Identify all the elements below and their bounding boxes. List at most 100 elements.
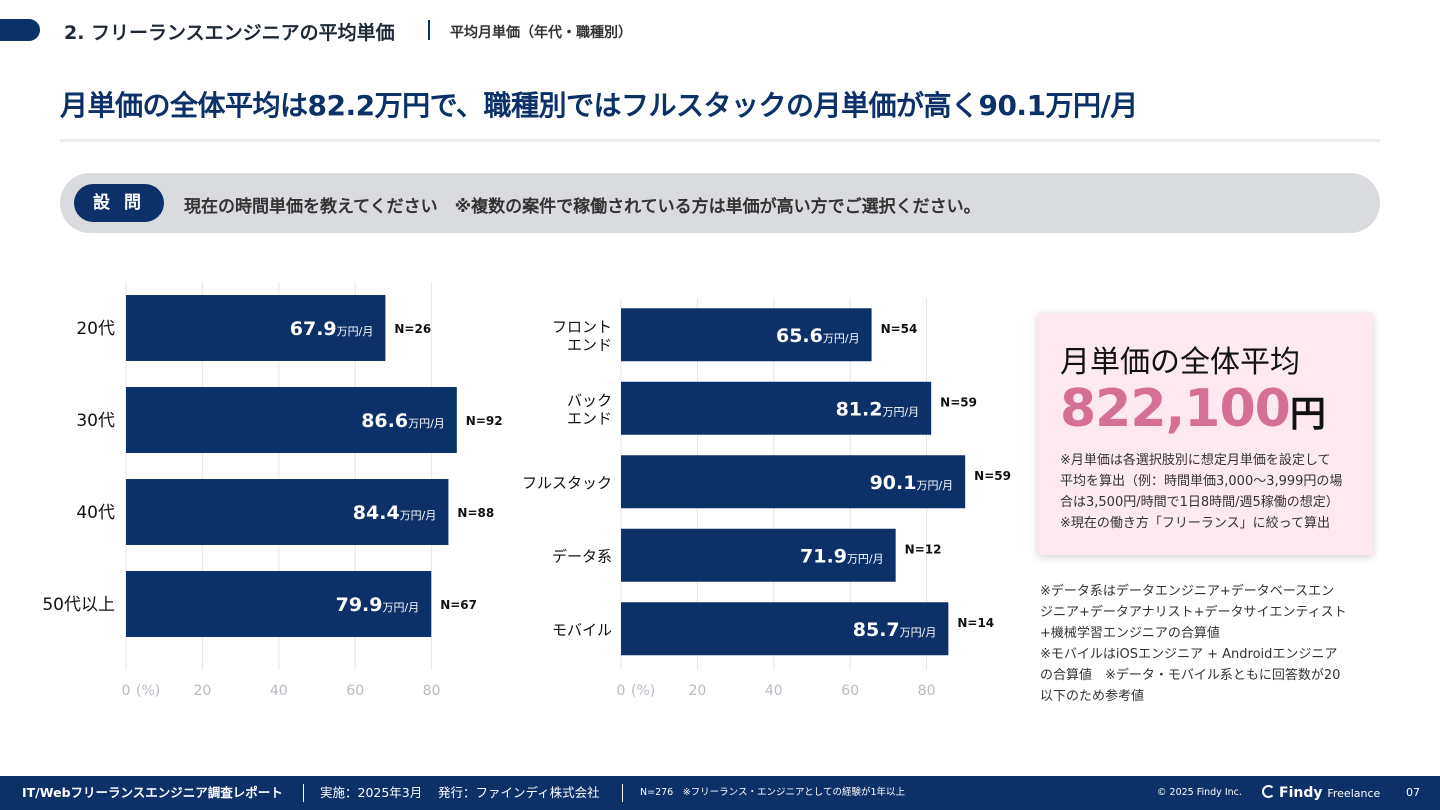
bar	[621, 455, 966, 509]
findy-logo-icon	[1262, 785, 1275, 798]
page-headline: 月単価の全体平均は82.2万円で、職種別ではフルスタックの月単価が高く90.1万…	[60, 89, 1138, 122]
bar-value-number: 84.4	[353, 502, 400, 524]
x-tick-label: 40	[765, 683, 783, 699]
category-label: フルスタック	[522, 474, 612, 492]
x-tick-label: 60	[841, 683, 859, 699]
footer-divider	[303, 784, 304, 802]
sample-size-label: N=59	[974, 469, 1011, 483]
bar-value-unit: 万円/月	[337, 325, 374, 338]
question-label: 設 問	[74, 184, 164, 222]
sample-size-label: N=14	[957, 616, 994, 630]
bar-value-label: 90.1万円/月	[870, 472, 954, 494]
average-card: 月単価の全体平均 822,100円 ※月単価は各選択肢別に想定月単価を設定して …	[1038, 313, 1373, 555]
bar	[126, 571, 432, 637]
average-card-title: 月単価の全体平均	[1060, 345, 1300, 380]
question-bar: 設 問 現在の時間単価を教えてください ※複数の案件で稼働されている方は単価が高…	[60, 173, 1380, 233]
logo-text: Findy	[1279, 785, 1323, 801]
side-note-line: 以下のため参考値	[1040, 689, 1145, 704]
average-note-line: 合は3,500円/時間で1日8時間/週5稼働の想定）	[1060, 495, 1339, 510]
x-tick-label: 0	[122, 683, 131, 699]
bar-value-number: 81.2	[836, 398, 883, 420]
footer: IT/Webフリーランスエンジニア調査レポート 実施：2025年3月 発行：ファ…	[0, 776, 1440, 810]
footer-publisher: 発行：ファインディ株式会社	[438, 785, 600, 800]
bar-value-unit: 万円/月	[823, 332, 860, 345]
section-subtitle: 平均月単価（年代・職種別）	[450, 25, 632, 41]
x-tick-label: 60	[346, 683, 364, 699]
role-bar-chart: 0 (%) 20 40 60 8065.6万円/月N=54フロントエンド81.2万円/月N…	[522, 298, 1011, 699]
side-note-line: ジニア+データアナリスト+データサイエンティスト	[1040, 605, 1347, 620]
bar-value-unit: 万円/月	[900, 626, 937, 639]
bar	[621, 528, 896, 582]
bar-value-unit: 万円/月	[408, 417, 445, 430]
x-tick-label: 20	[193, 683, 211, 699]
average-note-line: 平均を算出（例：時間単価3,000〜3,999円の場	[1060, 474, 1343, 489]
sample-size-label: N=88	[457, 506, 494, 520]
footer-date: 実施：2025年3月	[320, 785, 423, 800]
bar-value-label: 81.2万円/月	[836, 398, 920, 420]
x-unit-label: (%)	[136, 683, 160, 699]
bar-value-number: 67.9	[290, 318, 337, 340]
category-label: エンド	[567, 336, 612, 354]
x-tick-label: 0	[617, 683, 626, 699]
side-note-line: ※データ系はデータエンジニア+データベースエン	[1040, 584, 1335, 599]
sample-size-label: N=59	[940, 395, 977, 409]
bar-value-unit: 万円/月	[400, 509, 437, 522]
headline-divider	[60, 139, 1380, 142]
bar-value-number: 79.9	[336, 594, 383, 616]
bar	[126, 387, 457, 453]
question-text: 現在の時間単価を教えてください ※複数の案件で稼働されている方は単価が高い方でご…	[184, 197, 981, 217]
average-value-row: 822,100円	[1060, 379, 1326, 439]
page-number: 07	[1406, 786, 1420, 799]
average-card-notes: ※月単価は各選択肢別に想定月単価を設定して 平均を算出（例：時間単価3,000〜…	[1060, 450, 1360, 534]
average-note-line: ※現在の働き方「フリーランス」に絞って算出	[1060, 516, 1330, 531]
x-tick-label: 80	[423, 683, 441, 699]
sample-size-label: N=12	[905, 542, 942, 556]
bar-value-label: 71.9万円/月	[800, 545, 884, 567]
bar	[126, 479, 449, 545]
header-divider	[428, 20, 430, 40]
category-label: 50代以上	[42, 595, 115, 615]
bar-value-unit: 万円/月	[847, 552, 884, 565]
category-label: バック	[567, 391, 612, 409]
logo-subtext: Freelance	[1327, 787, 1381, 800]
bar	[621, 602, 949, 656]
bar	[621, 381, 932, 435]
bar-value-unit: 万円/月	[382, 601, 419, 614]
footer-sample-note: N=276 ※フリーランス・エンジニアとしての経験が1年以上	[640, 787, 906, 798]
bar-value-number: 85.7	[853, 619, 900, 641]
category-label: フロント	[552, 318, 612, 336]
header-accent-tab	[0, 19, 40, 41]
bar-value-label: 65.6万円/月	[776, 325, 860, 347]
bar-value-unit: 万円/月	[882, 405, 919, 418]
average-note-line: ※月単価は各選択肢別に想定月単価を設定して	[1060, 453, 1331, 468]
category-label: 20代	[76, 319, 115, 339]
bar-value-label: 79.9万円/月	[336, 594, 420, 616]
side-note-line: ※モバイルはiOSエンジニア + Androidエンジニア	[1040, 647, 1338, 662]
bar-value-unit: 万円/月	[916, 479, 953, 492]
side-note-line: +機械学習エンジニアの合算値	[1040, 626, 1220, 641]
side-note-line: の合算値 ※データ・モバイル系ともに回答数が20	[1040, 668, 1341, 683]
section-title: 2. フリーランスエンジニアの平均単価	[64, 22, 395, 44]
sample-size-label: N=26	[394, 322, 431, 336]
findy-logo: Findy Freelance	[1262, 776, 1380, 810]
average-unit: 円	[1289, 394, 1326, 435]
category-label: エンド	[567, 409, 612, 427]
category-label: 40代	[76, 503, 115, 523]
sample-size-label: N=67	[440, 598, 477, 612]
bar-value-number: 71.9	[800, 545, 847, 567]
x-tick-label: 20	[688, 683, 706, 699]
bar-value-label: 85.7万円/月	[853, 619, 937, 641]
bar-value-number: 86.6	[361, 410, 408, 432]
footer-report-title: IT/Webフリーランスエンジニア調査レポート	[22, 785, 283, 800]
average-value: 822,100	[1060, 379, 1291, 439]
sample-size-label: N=54	[881, 322, 918, 336]
x-tick-label: 40	[270, 683, 288, 699]
footer-copyright: © 2025 Findy Inc.	[1157, 787, 1242, 798]
bar-value-label: 67.9万円/月	[290, 318, 374, 340]
bar	[126, 295, 386, 361]
side-notes: ※データ系はデータエンジニア+データベースエン ジニア+データアナリスト+データ…	[1040, 581, 1380, 707]
x-tick-label: 80	[918, 683, 936, 699]
category-label: 30代	[76, 411, 115, 431]
bar-value-number: 65.6	[776, 325, 823, 347]
